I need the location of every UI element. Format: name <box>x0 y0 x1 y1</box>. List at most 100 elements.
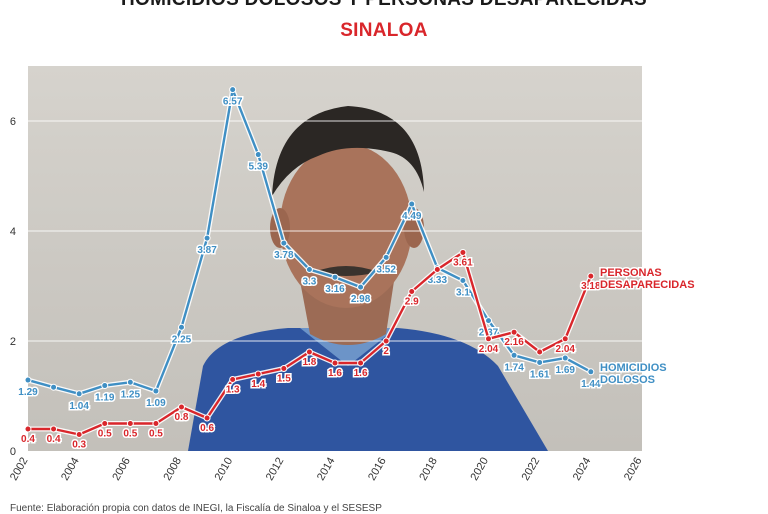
data-label-desaparecidas: 0.4 <box>47 434 61 445</box>
data-point-homicidios <box>587 368 595 376</box>
data-point-desaparecidas <box>178 403 185 411</box>
data-point-desaparecidas <box>152 420 160 427</box>
data-point-homicidios <box>382 253 390 261</box>
data-point-homicidios <box>536 358 544 366</box>
data-point-homicidios <box>280 239 288 247</box>
data-point-desaparecidas <box>587 272 595 280</box>
data-label-homicidios: 3.52 <box>376 264 396 275</box>
data-label-homicidios: 1.61 <box>530 369 550 380</box>
data-point-homicidios <box>50 383 58 391</box>
data-point-homicidios <box>101 382 109 390</box>
data-point-homicidios <box>459 277 467 284</box>
data-label-homicidios: 1.19 <box>95 393 115 404</box>
data-label-desaparecidas: 1.8 <box>302 357 316 368</box>
data-label-desaparecidas: 3.18 <box>581 281 601 292</box>
data-point-homicidios <box>305 266 313 273</box>
legend-desaparecidas-line2: DESAPARECIDAS <box>600 279 695 291</box>
x-tick-label: 2016 <box>366 456 389 483</box>
data-label-desaparecidas: 1.6 <box>354 368 368 379</box>
data-point-desaparecidas <box>459 248 467 256</box>
data-point-desaparecidas <box>485 335 492 343</box>
data-label-homicidios: 3.16 <box>325 284 345 295</box>
data-label-desaparecidas: 0.8 <box>175 412 189 423</box>
data-point-desaparecidas <box>536 348 544 356</box>
y-tick-label: 6 <box>10 116 16 128</box>
chart-title: HOMICIDIOS DOLOSOS Y PERSONAS DESAPARECI… <box>0 0 768 11</box>
data-label-desaparecidas: 2.9 <box>405 297 419 308</box>
data-point-homicidios <box>75 390 83 398</box>
data-point-desaparecidas <box>433 266 441 273</box>
data-label-desaparecidas: 1.3 <box>226 385 240 396</box>
data-point-homicidios <box>408 200 416 208</box>
data-label-desaparecidas: 0.3 <box>72 440 86 451</box>
data-label-homicidios: 3.3 <box>302 277 316 288</box>
data-label-homicidios: 6.57 <box>223 97 243 108</box>
legend-desaparecidas-line1: PERSONAS <box>600 267 662 279</box>
data-label-desaparecidas: 0.4 <box>21 434 35 445</box>
data-point-desaparecidas <box>510 328 518 336</box>
data-label-desaparecidas: 0.5 <box>98 429 112 440</box>
data-label-homicidios: 1.44 <box>581 379 601 390</box>
legend-homicidios-line2: DOLOSOS <box>600 374 655 386</box>
data-label-homicidios: 1.74 <box>504 362 524 373</box>
x-tick-label: 2008 <box>161 456 184 483</box>
data-label-desaparecidas: 0.6 <box>200 423 214 434</box>
data-label-homicidios: 1.09 <box>146 398 166 409</box>
data-label-homicidios: 1.69 <box>556 365 576 376</box>
chart-subtitle: SINALOA <box>340 20 428 41</box>
data-label-desaparecidas: 0.5 <box>123 429 137 440</box>
data-point-homicidios <box>24 376 32 384</box>
data-label-homicidios: 3.78 <box>274 250 294 261</box>
data-point-homicidios <box>203 234 211 242</box>
data-point-homicidios <box>331 273 339 281</box>
x-tick-label: 2012 <box>264 456 287 483</box>
data-label-desaparecidas: 2 <box>383 346 389 357</box>
person-photo <box>188 106 548 451</box>
data-label-homicidios: 3.87 <box>197 245 217 256</box>
data-label-desaparecidas: 0.5 <box>149 429 163 440</box>
x-tick-label: 2022 <box>520 456 543 483</box>
data-label-homicidios: 2.25 <box>172 334 192 345</box>
x-tick-label: 2006 <box>110 456 133 483</box>
y-tick-label: 0 <box>10 446 16 458</box>
data-point-homicidios <box>254 151 262 159</box>
data-point-homicidios <box>485 317 492 325</box>
background-photo <box>28 66 642 451</box>
y-tick-label: 2 <box>10 336 16 348</box>
data-label-desaparecidas: 1.5 <box>277 374 291 385</box>
data-label-desaparecidas: 2.04 <box>479 344 499 355</box>
x-tick-label: 2018 <box>417 456 440 483</box>
data-label-homicidios: 3.1 <box>456 288 470 299</box>
data-point-homicidios <box>510 351 518 359</box>
data-label-homicidios: 4.49 <box>402 211 422 222</box>
x-tick-label: 2004 <box>59 456 82 483</box>
legend-homicidios-line1: HOMICIDIOS <box>600 362 667 374</box>
data-label-homicidios: 1.25 <box>121 389 141 400</box>
data-point-desaparecidas <box>331 359 339 367</box>
data-label-desaparecidas: 1.6 <box>328 368 342 379</box>
x-tick-label: 2026 <box>622 456 645 483</box>
data-point-homicidios <box>561 354 569 362</box>
data-point-homicidios <box>152 387 160 395</box>
x-tick-label: 2020 <box>468 456 491 483</box>
data-point-homicidios <box>357 283 365 291</box>
data-point-desaparecidas <box>280 365 288 372</box>
data-label-homicidios: 1.29 <box>18 387 38 398</box>
data-label-desaparecidas: 3.61 <box>453 257 473 268</box>
data-point-desaparecidas <box>24 425 32 433</box>
data-point-desaparecidas <box>50 425 58 433</box>
data-point-desaparecidas <box>357 359 365 367</box>
source-note: Fuente: Elaboración propia con datos de … <box>10 503 382 514</box>
data-point-desaparecidas <box>254 370 262 378</box>
data-point-desaparecidas <box>408 288 416 295</box>
data-point-homicidios <box>178 323 185 331</box>
data-label-homicidios: 5.39 <box>249 162 269 173</box>
data-point-desaparecidas <box>561 335 569 343</box>
y-tick-label: 4 <box>10 226 16 238</box>
data-point-desaparecidas <box>75 431 83 438</box>
x-tick-label: 2024 <box>571 456 594 483</box>
data-label-homicidios: 1.04 <box>69 401 89 412</box>
data-label-desaparecidas: 2.04 <box>556 344 576 355</box>
data-point-desaparecidas <box>126 420 134 427</box>
